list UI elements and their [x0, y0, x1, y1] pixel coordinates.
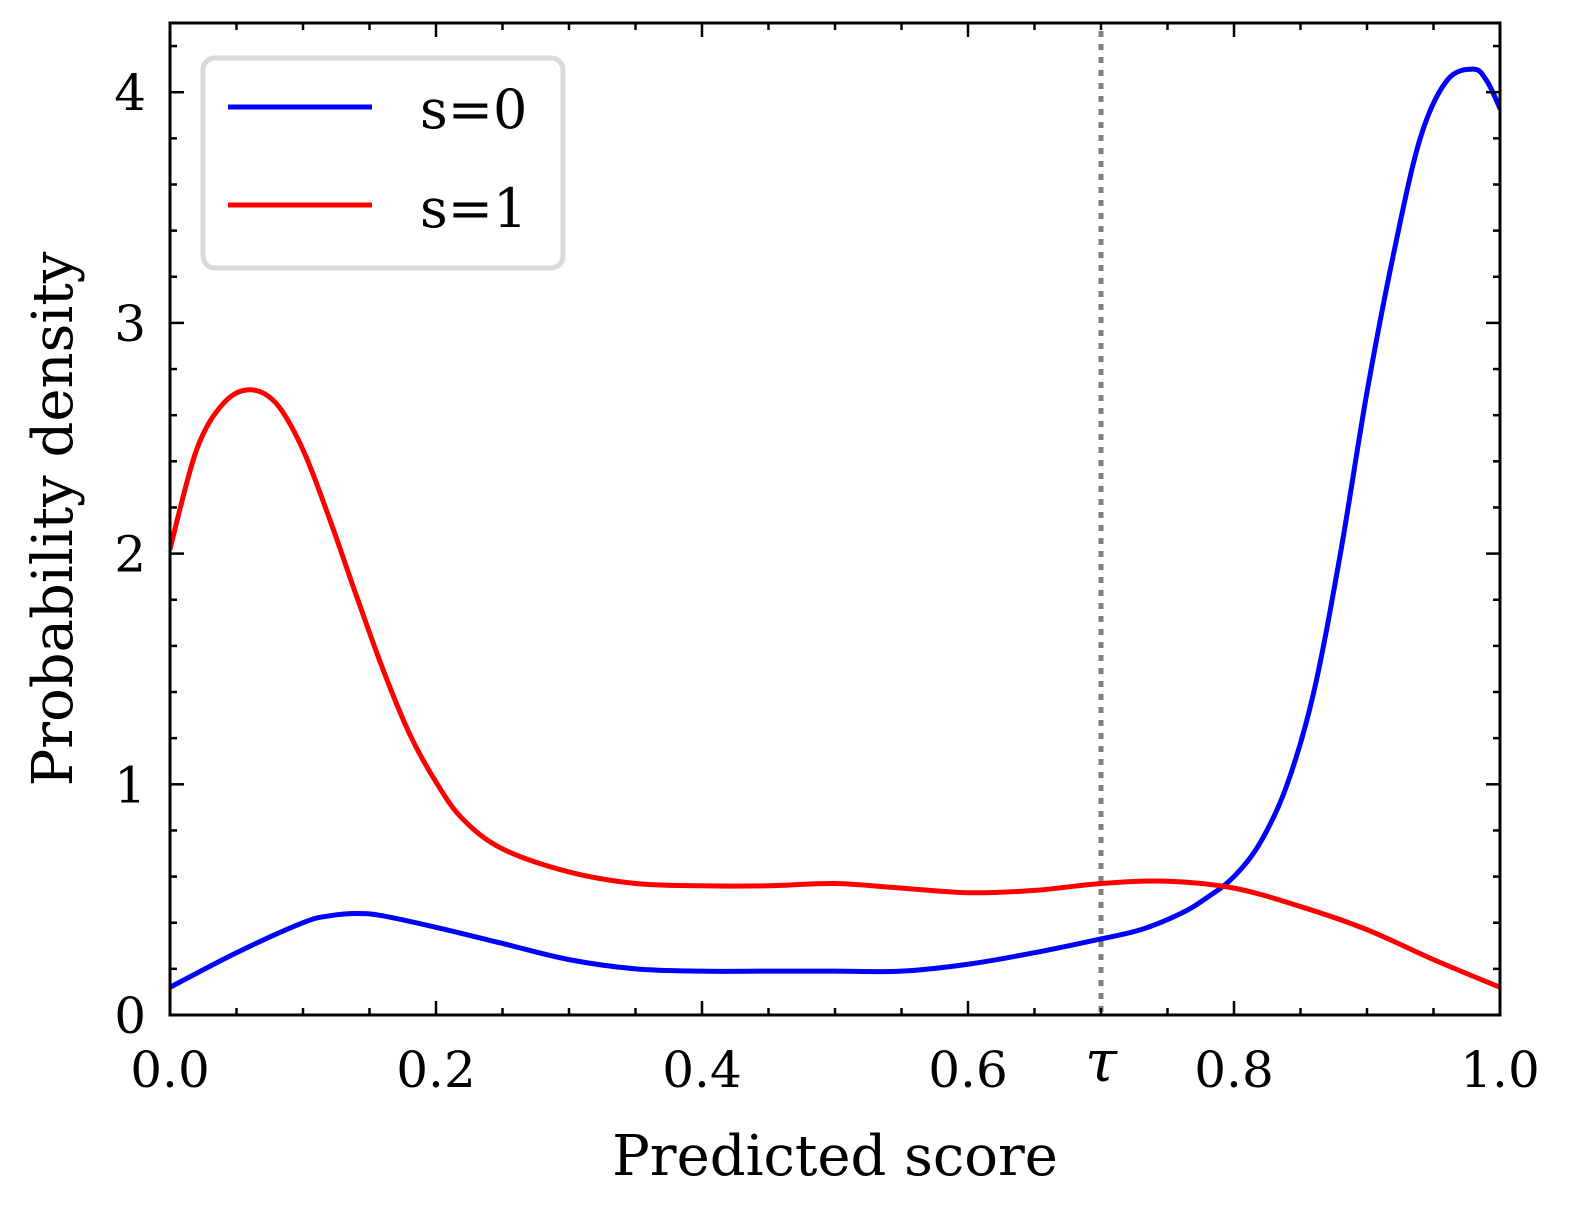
- y-tick-label: 4: [114, 64, 146, 122]
- plot-frame: [168, 21, 1502, 1017]
- y-axis-title: Probability density: [21, 251, 86, 786]
- y-tick-label: 3: [114, 295, 146, 353]
- x-tick-label: 0.6: [928, 1041, 1008, 1099]
- legend-box: [200, 55, 566, 271]
- series-line-s1: [170, 387, 1500, 990]
- y-tick-label: 2: [114, 526, 146, 584]
- axis-tick-labels: 0.0 0.2 0.4 0.6 0.8 1.0 0 1 2 3 4 τ: [114, 64, 1540, 1099]
- x-tick-label: 0.2: [396, 1041, 476, 1099]
- y-tick-label: 0: [114, 987, 146, 1045]
- series-line-s0: [170, 66, 1500, 990]
- legend: s=0 s=1: [200, 55, 566, 271]
- x-tick-label: 0.0: [130, 1041, 210, 1099]
- threshold-label: τ: [1085, 1027, 1118, 1095]
- x-tick-label: 1.0: [1460, 1041, 1540, 1099]
- legend-label-s0: s=0: [420, 78, 527, 141]
- x-tick-label: 0.4: [662, 1041, 742, 1099]
- x-axis-title: Predicted score: [612, 1124, 1058, 1189]
- legend-label-s1: s=1: [420, 177, 527, 240]
- y-tick-label: 1: [114, 756, 146, 814]
- plot-area: [170, 31, 1500, 1015]
- x-tick-label: 0.8: [1194, 1041, 1274, 1099]
